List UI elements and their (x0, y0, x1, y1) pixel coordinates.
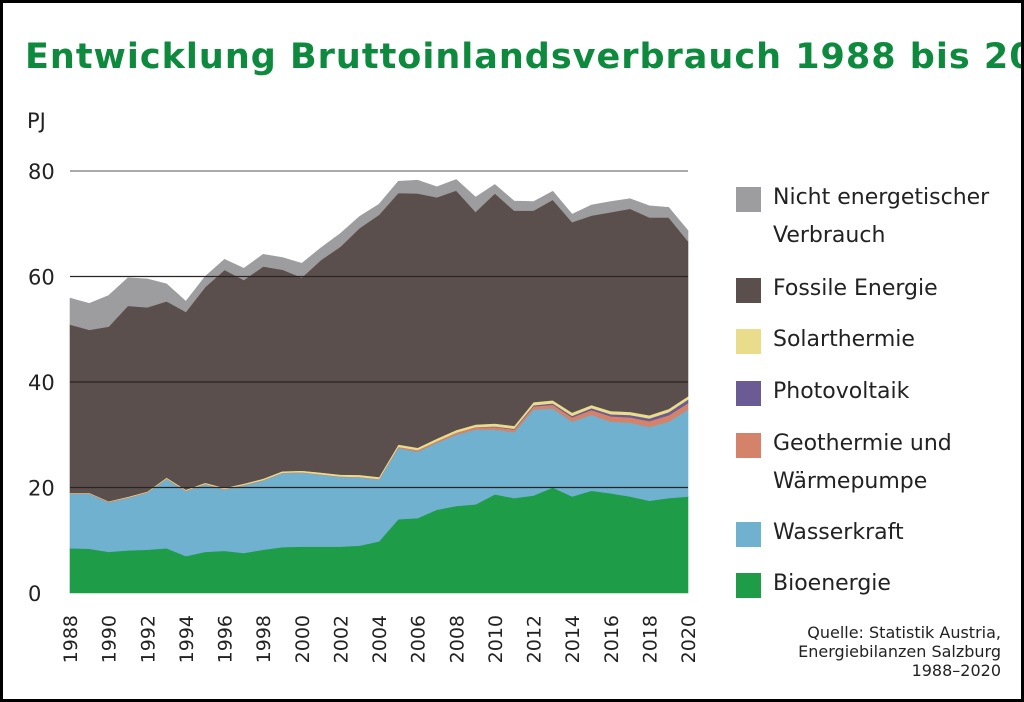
x-tick-label: 2012 (524, 615, 546, 663)
legend-item: Bioenergie (736, 570, 891, 603)
legend-swatch (736, 433, 761, 458)
x-tick-label: 2010 (485, 615, 507, 663)
legend-item: Wasserkraft (736, 519, 904, 552)
x-tick-label: 1992 (137, 615, 159, 663)
legend-label: Geothermie und Wärmepumpe (773, 431, 952, 494)
legend-swatch (736, 187, 761, 212)
y-tick-label: 40 (28, 371, 55, 395)
plot-area: 0 20 40 60 80 1988 1990 1992 1994 1996 1998 2000 200… (28, 160, 700, 663)
legend-swatch (736, 329, 761, 354)
x-tick-label: 2002 (330, 615, 352, 663)
y-tick-label: 80 (28, 160, 55, 184)
x-tick-label: 1998 (253, 615, 275, 663)
legend-label: Nicht energetischer Verbrauch (773, 185, 990, 248)
x-tick-label: 1994 (176, 615, 198, 663)
legend-label: Wasserkraft (773, 520, 904, 545)
legend-item: Nicht energetischer Verbrauch (736, 184, 989, 255)
x-tick-label: 2016 (601, 615, 623, 663)
legend-label: Bioenergie (773, 571, 891, 596)
legend-swatch (736, 522, 761, 547)
legend-label: Solarthermie (773, 327, 915, 352)
legend-item: Fossile Energie (736, 275, 938, 308)
y-tick-label: 60 (28, 266, 55, 290)
y-axis-unit: PJ (27, 109, 46, 133)
legend-label: Photovoltaik (773, 379, 910, 404)
x-tick-label: 2014 (562, 615, 584, 663)
x-tick-label: 2006 (408, 615, 430, 663)
x-tick-label: 2004 (369, 615, 391, 663)
legend-item: Geothermie und Wärmepumpe (736, 430, 952, 501)
legend-swatch (736, 278, 761, 303)
y-tick-label: 20 (28, 477, 55, 501)
x-tick-label: 2018 (639, 615, 661, 663)
source-note: Quelle: Statistik Austria, Energiebilanz… (798, 623, 1001, 680)
area-series-6 (69, 179, 689, 331)
x-tick-label: 2000 (292, 615, 314, 663)
x-tick-label: 1988 (60, 615, 82, 663)
x-tick-label: 1990 (99, 615, 121, 663)
chart-title: Entwicklung Bruttoinlandsverbrauch 1988 … (25, 37, 1024, 77)
source-text: Quelle: Statistik Austria, Energiebilanz… (798, 623, 1001, 680)
x-tick-label: 2020 (678, 615, 700, 663)
x-tick-label: 1996 (215, 615, 237, 663)
legend-item: Solarthermie (736, 326, 915, 359)
legend-swatch (736, 573, 761, 598)
legend-label: Fossile Energie (773, 276, 938, 301)
legend-item: Photovoltaik (736, 378, 909, 411)
y-tick-label: 0 (28, 582, 41, 606)
legend-swatch (736, 381, 761, 406)
x-tick-label: 2008 (446, 615, 468, 663)
